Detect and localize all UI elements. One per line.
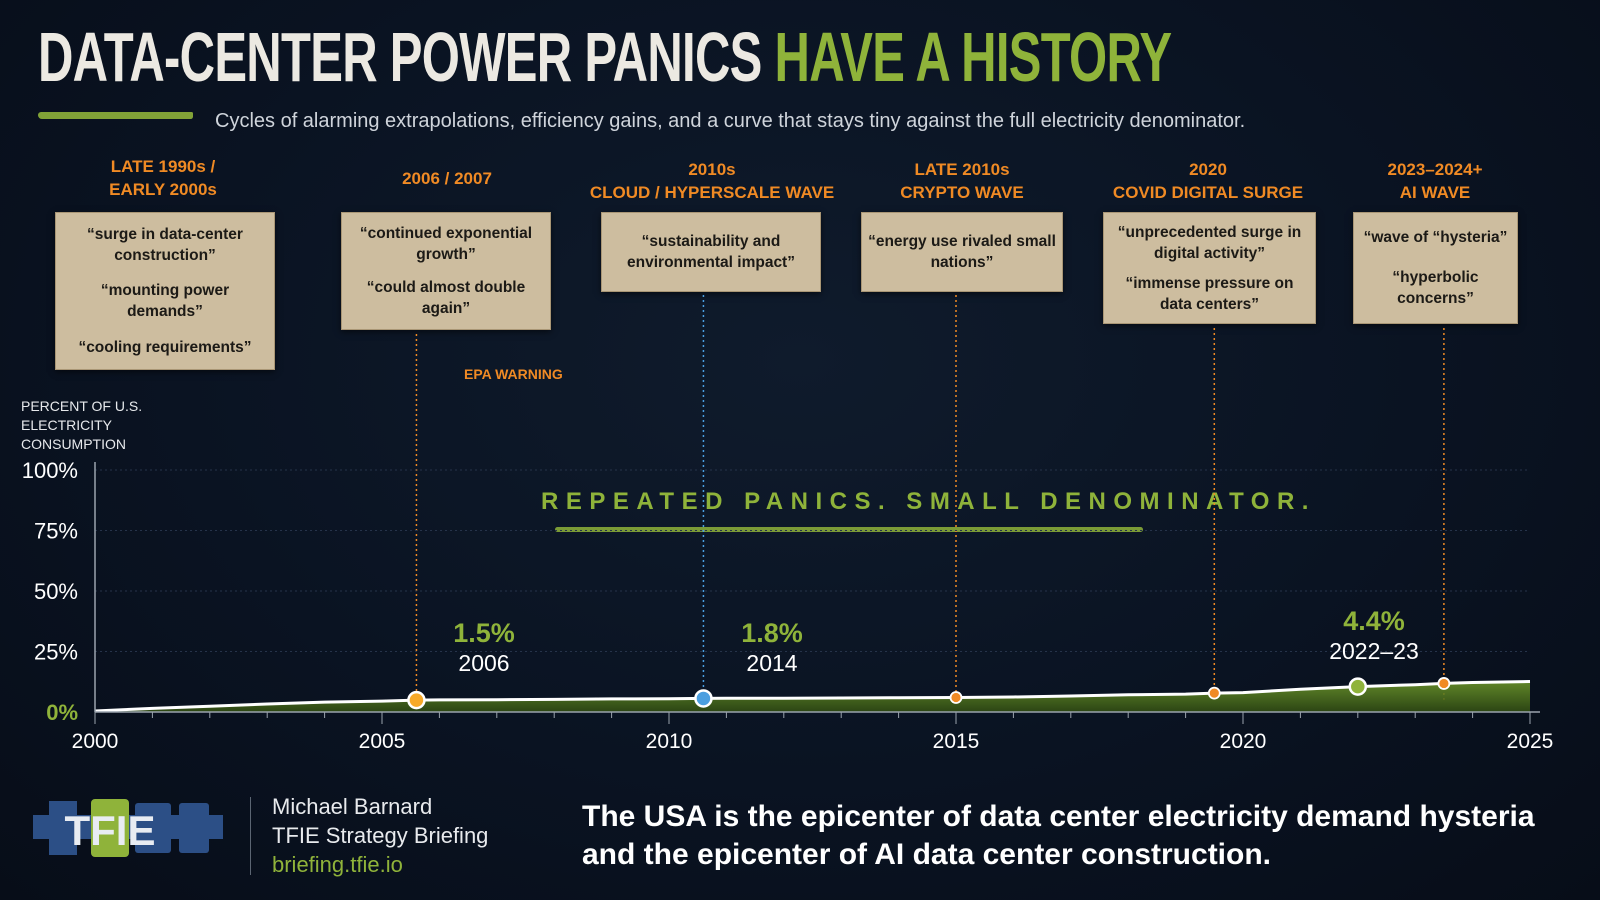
quote-card-2: “continued exponential growth” “could al…: [341, 212, 551, 330]
y-axis-label-line: PERCENT OF U.S.: [21, 398, 143, 414]
quote: “continued exponential growth”: [359, 225, 533, 263]
y-tick-label: 0%: [46, 700, 78, 725]
quote: “sustainability and environmental impact…: [627, 233, 795, 271]
callout-year-2006: 2006: [458, 650, 509, 676]
area-fill: [95, 681, 1530, 712]
x-tick-label: 2015: [933, 730, 980, 753]
quote: “could almost double again”: [366, 279, 526, 317]
epa-warning-note: EPA WARNING: [464, 366, 563, 382]
quote-card-1: “surge in data-center construction” “mou…: [55, 212, 275, 370]
website-link[interactable]: briefing.tfie.io: [272, 852, 403, 877]
title-part-1: DATA-CENTER POWER PANICS: [38, 18, 762, 96]
page-title: DATA-CENTER POWER PANICS HAVE A HISTORY: [38, 22, 1172, 92]
banner-text: REPEATED PANICS. SMALL DENOMINATOR.: [541, 488, 1316, 515]
y-tick-label: 25%: [34, 640, 78, 665]
era-label-line: EARLY 2000s: [109, 180, 217, 199]
era-label-line: 2006 / 2007: [402, 169, 492, 188]
series-line: [94, 680, 1531, 713]
footer-divider: [250, 797, 251, 875]
author-name: Michael Barnard: [272, 794, 433, 819]
era-label-6: 2023–2024+ AI WAVE: [1387, 158, 1482, 204]
callout-value-2006: 1.5%: [453, 618, 515, 648]
y-tick-label: 100%: [22, 458, 78, 483]
era-label-2: 2006 / 2007: [402, 167, 492, 190]
era-label-line: LATE 2010s: [914, 160, 1010, 179]
era-label-1: LATE 1990s / EARLY 2000s: [109, 155, 217, 201]
era-label-line: COVID DIGITAL SURGE: [1112, 183, 1304, 202]
logo-text: TFIE: [65, 807, 156, 854]
y-axis-label-line: ELECTRICITY: [21, 417, 113, 433]
y-tick-label: 50%: [34, 579, 78, 604]
quote-card-3: “sustainability and environmental impact…: [601, 212, 821, 292]
title-brush-stroke: [38, 112, 193, 119]
era-label-line: 2023–2024+: [1387, 160, 1483, 179]
x-tick-label: 2025: [1507, 730, 1554, 753]
y-axis-label: PERCENT OF U.S. ELECTRICITY CONSUMPTION: [21, 397, 142, 454]
quote: “mounting power demands”: [100, 282, 230, 321]
x-tick-label: 2010: [646, 730, 693, 753]
era-label-line: 2010s: [688, 160, 736, 179]
banner-brush-stroke: [555, 527, 1143, 532]
author-block: Michael Barnard TFIE Strategy Briefing b…: [272, 792, 488, 879]
y-axis-label-line: CONSUMPTION: [21, 436, 126, 452]
quote: “energy use rivaled small nations”: [868, 233, 1056, 271]
tfie-logo: TFIE: [33, 799, 223, 857]
quote: “wave of “hysteria”: [1363, 228, 1508, 246]
data-point-marker: [694, 689, 713, 708]
callout-value-2014: 1.8%: [741, 618, 803, 648]
era-label-line: CRYPTO WAVE: [900, 183, 1024, 202]
era-label-line: LATE 1990s /: [110, 157, 216, 176]
data-point-marker: [1437, 677, 1451, 690]
y-tick-label: 75%: [34, 519, 78, 544]
era-label-line: 2020: [1189, 160, 1227, 179]
data-point-marker: [949, 691, 963, 704]
title-part-2: HAVE A HISTORY: [774, 18, 1172, 96]
callout-value-2022: 4.4%: [1343, 606, 1405, 636]
era-label-5: 2020 COVID DIGITAL SURGE: [1113, 158, 1303, 204]
quote: “surge in data-center construction”: [87, 226, 243, 265]
closing-statement: The USA is the epicenter of data center …: [582, 800, 1535, 871]
data-point-marker: [407, 690, 426, 710]
x-tick-label: 2005: [359, 730, 406, 753]
quote-card-6: “wave of “hysteria” “hyperbolic concerns…: [1353, 212, 1518, 324]
org-name: TFIE Strategy Briefing: [272, 823, 489, 848]
quote: “unprecedented surge in digital activity…: [1117, 223, 1302, 262]
x-tick-label: 2020: [1220, 730, 1267, 753]
quote: “immense pressure on data centers”: [1125, 274, 1294, 313]
era-label-3: 2010s CLOUD / HYPERSCALE WAVE: [590, 158, 834, 204]
page-subtitle: Cycles of alarming extrapolations, effic…: [215, 110, 1246, 132]
era-label-4: LATE 2010s CRYPTO WAVE: [900, 158, 1023, 204]
era-label-line: AI WAVE: [1399, 183, 1471, 202]
callout-year-2022: 2022–23: [1329, 638, 1419, 664]
x-tick-label: 2000: [72, 730, 119, 753]
data-point-marker: [1207, 686, 1221, 700]
quote: “cooling requirements”: [78, 338, 252, 356]
era-label-line: CLOUD / HYPERSCALE WAVE: [589, 183, 835, 202]
quote: “hyperbolic concerns”: [1392, 269, 1479, 308]
quote-card-4: “energy use rivaled small nations”: [861, 212, 1063, 292]
callout-year-2014: 2014: [746, 650, 797, 676]
data-point-marker: [1348, 677, 1368, 696]
quote-card-5: “unprecedented surge in digital activity…: [1103, 212, 1316, 324]
